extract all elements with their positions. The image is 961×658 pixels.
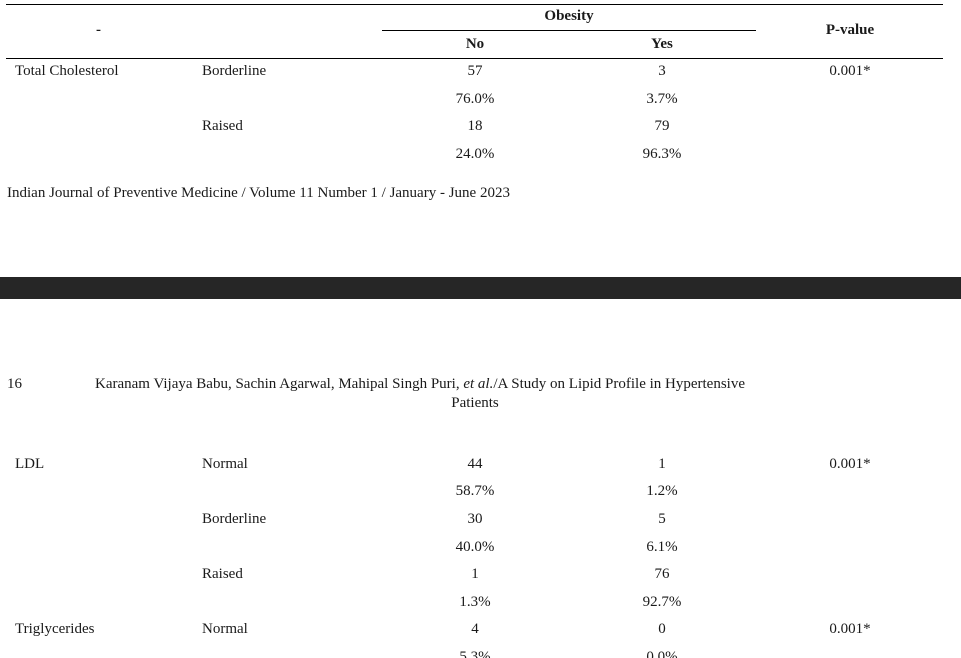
cell-yes: 76 [654,566,670,582]
page-number: 16 [7,376,22,392]
cell-category: Raised [202,566,243,582]
header-pvalue: P-value [825,22,875,38]
cell-yes: 6.1% [646,539,678,555]
cell-yes: 1 [658,456,666,472]
cell-yes: 92.7% [642,594,682,610]
page-separator [0,277,961,299]
cell-no: 24.0% [455,146,495,162]
cell-yes: 5 [658,511,666,527]
cell-no: 18 [467,118,483,134]
header-yes: Yes [651,36,673,52]
cell-no: 1.3% [459,594,491,610]
cell-yes: 3 [658,63,666,79]
cell-no: 44 [467,456,483,472]
running-header-authors: Karanam Vijaya Babu, Sachin Agarwal, Mah… [95,376,460,392]
cell-yes: 0 [658,621,666,637]
header-dash: - [96,22,101,38]
cell-no: 4 [471,621,479,637]
cell-yes: 3.7% [646,91,678,107]
cell-no: 30 [467,511,483,527]
cell-no: 57 [467,63,483,79]
table-top-rule [6,4,943,5]
cell-category: Raised [202,118,243,134]
cell-category: Borderline [202,63,267,79]
cell-yes: 0.0% [646,649,678,658]
running-header-etal: et al. [463,376,494,392]
clipped-row: 5.3% 0.0% [0,648,961,658]
cell-no: 1 [471,566,479,582]
header-no: No [465,36,485,52]
cell-yes: 79 [654,118,670,134]
cell-variable: Total Cholesterol [15,63,119,79]
cell-variable: LDL [15,456,45,472]
cell-no: 76.0% [455,91,495,107]
cell-no: 40.0% [455,539,495,555]
cell-no: 5.3% [459,649,491,658]
obesity-underline [382,30,756,31]
running-header-title-line2: Patients [451,395,499,411]
cell-yes: 96.3% [642,146,682,162]
running-header: Karanam Vijaya Babu, Sachin Agarwal, Mah… [95,376,745,393]
cell-pvalue: 0.001* [829,63,871,79]
cell-category: Normal [202,456,248,472]
cell-pvalue: 0.001* [829,456,871,472]
header-bottom-rule [6,58,943,59]
cell-pvalue: 0.001* [829,621,871,637]
cell-category: Normal [202,621,248,637]
header-obesity: Obesity [544,8,594,24]
cell-category: Borderline [202,511,267,527]
running-header-title: /A Study on Lipid Profile in Hypertensiv… [493,376,745,392]
cell-variable: Triglycerides [15,621,95,637]
cell-no: 58.7% [455,483,495,499]
cell-yes: 1.2% [646,483,678,499]
journal-footer: Indian Journal of Preventive Medicine / … [7,185,510,201]
